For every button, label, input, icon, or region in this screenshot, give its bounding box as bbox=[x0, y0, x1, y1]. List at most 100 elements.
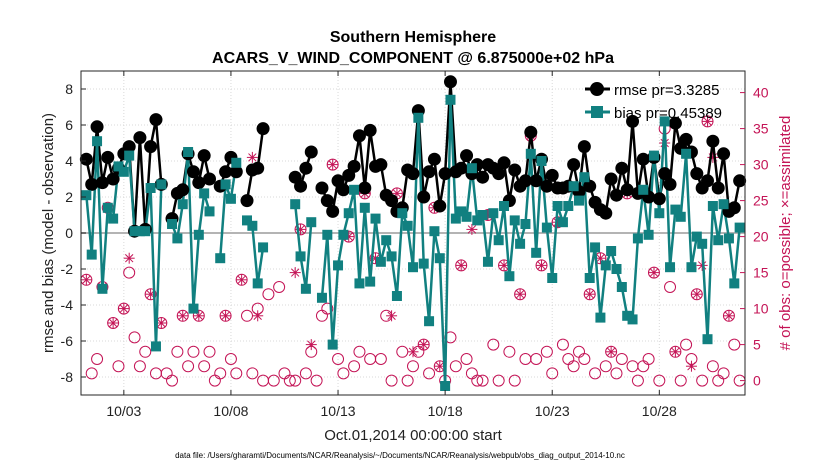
bias-point bbox=[418, 258, 429, 269]
bias-point bbox=[413, 112, 424, 123]
y-axis-label-right: # of obs: o=possible; ×=assimilated bbox=[777, 116, 794, 351]
obs-possible-marker bbox=[246, 367, 259, 380]
bias-line bbox=[293, 204, 313, 291]
obs-possible-marker bbox=[112, 360, 125, 373]
obs-possible-marker bbox=[337, 367, 350, 380]
rmse-point bbox=[668, 116, 682, 130]
rmse-point bbox=[615, 161, 629, 175]
bias-point bbox=[702, 334, 713, 345]
bias-point bbox=[102, 202, 113, 213]
x-tick-label: 10/28 bbox=[642, 403, 677, 419]
bias-point bbox=[220, 179, 231, 190]
obs-assimilated-marker bbox=[407, 346, 419, 358]
rmse-point bbox=[347, 159, 361, 173]
rmse-point bbox=[460, 149, 474, 163]
y-tick-label: -8 bbox=[61, 369, 74, 385]
bias-point bbox=[477, 210, 488, 220]
rmse-point bbox=[320, 194, 334, 208]
bias-line bbox=[218, 162, 238, 259]
rmse-point bbox=[422, 165, 436, 179]
y-ticks-left: -8 -6 -4 -2 0 2 4 6 8 bbox=[61, 81, 86, 385]
bias-point bbox=[183, 147, 194, 157]
obs-possible-marker bbox=[203, 345, 216, 358]
bias-point bbox=[445, 94, 456, 105]
bias-point bbox=[456, 206, 467, 217]
bias-point bbox=[408, 262, 418, 273]
rmse-point bbox=[701, 174, 715, 188]
bias-point bbox=[402, 220, 413, 231]
bias-point bbox=[509, 215, 520, 226]
rmse-point bbox=[186, 165, 200, 179]
rmse-point bbox=[454, 161, 468, 175]
rmse-point bbox=[374, 158, 388, 172]
bias-point bbox=[488, 208, 499, 219]
rmse-point bbox=[192, 176, 206, 190]
obs-assimilated-marker bbox=[386, 310, 398, 322]
bias-point bbox=[150, 341, 161, 352]
rmse-point bbox=[326, 204, 340, 218]
y-right-tick-label: 20 bbox=[753, 229, 769, 245]
obs-possible-marker bbox=[674, 374, 687, 387]
obs-possible-marker bbox=[182, 360, 195, 373]
y-tick-label: -2 bbox=[61, 261, 74, 277]
obs-assimilated-marker bbox=[691, 288, 703, 300]
bias-point bbox=[124, 150, 135, 161]
bias-point bbox=[354, 278, 365, 289]
bias-point bbox=[574, 195, 584, 206]
obs-possible-marker bbox=[310, 374, 323, 387]
bias-point bbox=[536, 156, 547, 166]
bias-point bbox=[622, 310, 633, 321]
x-ticks: 10/03 10/08 10/13 10/18 10/23 10/28 bbox=[106, 71, 677, 419]
y-ticks-right: 0 5 10 15 20 25 30 35 40 bbox=[740, 85, 769, 389]
bias-point bbox=[306, 217, 317, 228]
obs-possible-marker bbox=[449, 360, 462, 373]
bias-point bbox=[188, 303, 199, 314]
bias-point bbox=[118, 166, 129, 177]
obs-assimilated-marker bbox=[118, 303, 130, 315]
rmse-point bbox=[122, 140, 136, 154]
obs-possible-marker bbox=[556, 338, 569, 351]
obs-possible-marker bbox=[262, 288, 275, 301]
bias-point bbox=[654, 208, 665, 219]
chart-subtitle: ACARS_V_WIND_COMPONENT @ 6.875000e+02 hP… bbox=[212, 50, 614, 67]
obs-assimilated-marker bbox=[455, 259, 467, 271]
bias-point bbox=[129, 226, 140, 237]
obs-assimilated-marker bbox=[648, 267, 660, 279]
obs-possible-marker bbox=[471, 374, 484, 387]
obs-possible-marker bbox=[717, 367, 730, 380]
obs-possible-marker bbox=[508, 374, 521, 387]
bias-point bbox=[97, 283, 108, 294]
y-right-tick-label: 10 bbox=[753, 301, 769, 317]
rmse-point bbox=[427, 152, 441, 166]
bias-point bbox=[295, 251, 306, 262]
bias-point bbox=[579, 172, 590, 183]
obs-assimilated-marker bbox=[418, 339, 430, 351]
bias-point bbox=[81, 190, 92, 201]
bias-point bbox=[375, 256, 386, 267]
obs-assimilated-marker bbox=[80, 274, 92, 286]
obs-possible-marker bbox=[171, 345, 184, 358]
obs-possible-marker bbox=[91, 353, 104, 365]
rmse-point bbox=[690, 167, 704, 181]
bias-point bbox=[541, 222, 552, 233]
bias-point bbox=[381, 235, 392, 246]
obs-assimilated-marker bbox=[669, 346, 681, 358]
obs-assimilated-marker bbox=[107, 317, 119, 329]
bias-point bbox=[697, 238, 708, 249]
obs-assimilated-marker bbox=[514, 288, 526, 300]
bias-point bbox=[333, 260, 344, 271]
y-right-tick-label: 15 bbox=[753, 265, 769, 281]
rmse-point bbox=[304, 145, 318, 159]
bias-point bbox=[290, 199, 301, 210]
obs-possible-marker bbox=[299, 367, 312, 380]
obs-assimilated-marker bbox=[584, 288, 596, 300]
obs-possible-marker bbox=[546, 367, 559, 380]
bias-point bbox=[386, 251, 397, 262]
obs-possible-marker bbox=[289, 374, 302, 387]
obs-possible-marker bbox=[540, 345, 553, 358]
bias-point bbox=[252, 278, 263, 289]
rmse-point bbox=[240, 194, 254, 208]
rmse-point bbox=[133, 131, 147, 145]
obs-assimilated-marker bbox=[305, 339, 317, 351]
rmse-point bbox=[583, 179, 597, 193]
